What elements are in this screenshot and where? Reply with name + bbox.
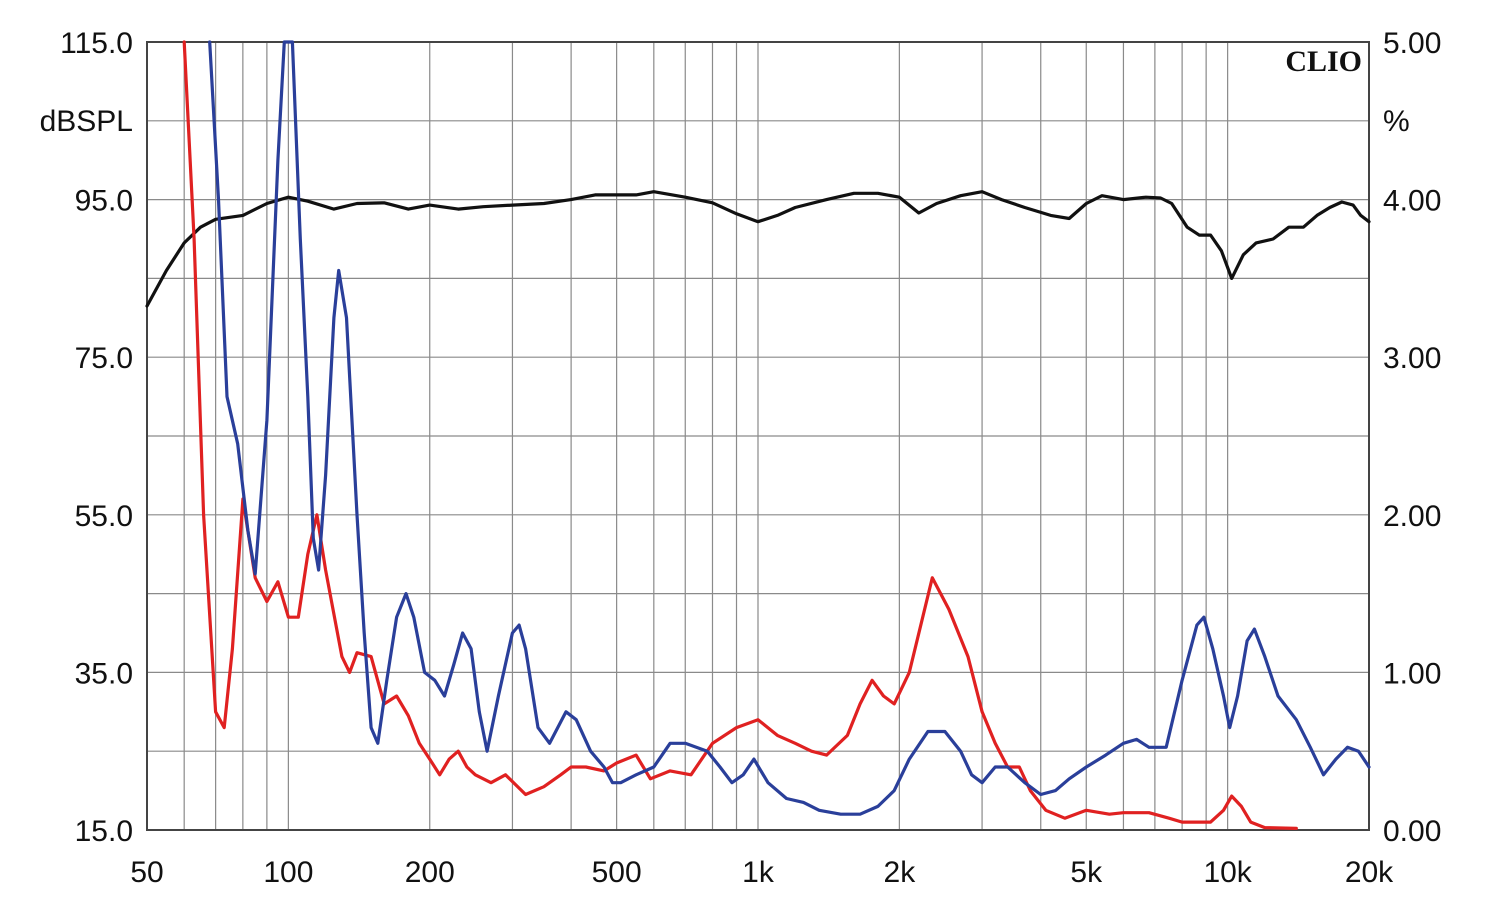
y-tick-label-left: 115.0 xyxy=(60,27,133,60)
data-series xyxy=(145,40,1371,830)
x-tick-label: 20k xyxy=(1345,856,1394,889)
series-line-2 xyxy=(182,40,1298,830)
brand-logo-text: CLIO xyxy=(1285,45,1362,78)
y-tick-label-right: 4.00 xyxy=(1383,185,1441,218)
y-axis-right-label: % xyxy=(1383,105,1410,138)
series-line-3 xyxy=(208,40,1371,816)
y-tick-label-left: 95.0 xyxy=(75,185,133,218)
y-tick-label-right: 0.00 xyxy=(1383,815,1441,848)
y-tick-label-left: 75.0 xyxy=(75,342,133,375)
x-tick-label: 500 xyxy=(592,856,642,889)
y-tick-label-right: 2.00 xyxy=(1383,500,1441,533)
x-tick-label: 100 xyxy=(263,856,313,889)
plot-grid xyxy=(147,42,1369,830)
x-tick-label: 50 xyxy=(130,856,163,889)
y-axis-left-label: dBSPL xyxy=(40,105,133,138)
x-tick-label: 200 xyxy=(405,856,455,889)
x-tick-label: 2k xyxy=(884,856,917,889)
y-tick-label-right: 5.00 xyxy=(1383,27,1441,60)
y-tick-label-left: 55.0 xyxy=(75,500,133,533)
y-tick-label-right: 3.00 xyxy=(1383,342,1441,375)
y-tick-label-left: 35.0 xyxy=(75,657,133,690)
plot-frame xyxy=(146,41,1370,831)
y-tick-label-right: 1.00 xyxy=(1383,657,1441,690)
y-axis-right-ticks: 5.00 4.00 3.00 2.00 1.00 0.00 xyxy=(1383,27,1441,848)
series-line-1 xyxy=(145,190,1371,308)
x-tick-label: 10k xyxy=(1203,856,1252,889)
x-axis-ticks: 50 100 200 500 1k 2k 5k 10k 20k xyxy=(130,856,1394,889)
x-tick-label: 5k xyxy=(1070,856,1103,889)
y-axis-left-ticks: 115.0 95.0 75.0 55.0 35.0 15.0 xyxy=(60,27,133,848)
x-tick-label: 1k xyxy=(742,856,775,889)
y-tick-label-left: 15.0 xyxy=(75,815,133,848)
